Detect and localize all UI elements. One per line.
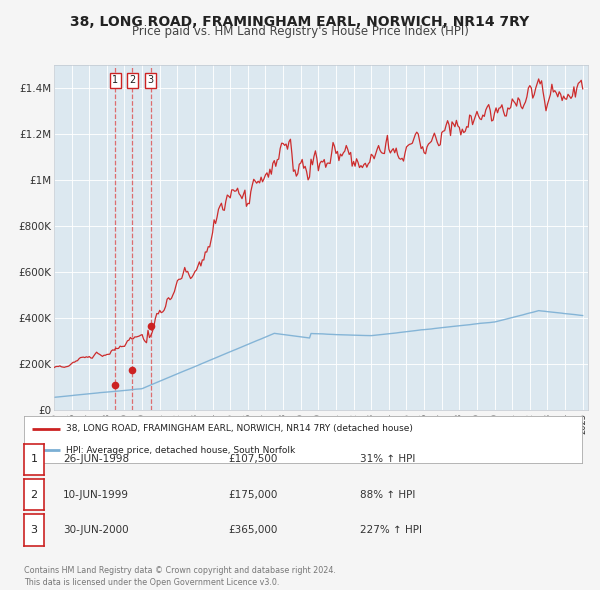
Text: HPI: Average price, detached house, South Norfolk: HPI: Average price, detached house, Sout… bbox=[66, 446, 295, 455]
Text: 31% ↑ HPI: 31% ↑ HPI bbox=[360, 454, 415, 464]
Text: £365,000: £365,000 bbox=[228, 525, 277, 535]
Text: 10-JUN-1999: 10-JUN-1999 bbox=[63, 490, 129, 500]
Text: 88% ↑ HPI: 88% ↑ HPI bbox=[360, 490, 415, 500]
Text: £107,500: £107,500 bbox=[228, 454, 277, 464]
Text: 30-JUN-2000: 30-JUN-2000 bbox=[63, 525, 128, 535]
Text: 26-JUN-1998: 26-JUN-1998 bbox=[63, 454, 129, 464]
Text: 2: 2 bbox=[129, 76, 136, 86]
Text: £175,000: £175,000 bbox=[228, 490, 277, 500]
Text: 1: 1 bbox=[31, 454, 37, 464]
Text: 38, LONG ROAD, FRAMINGHAM EARL, NORWICH, NR14 7RY: 38, LONG ROAD, FRAMINGHAM EARL, NORWICH,… bbox=[70, 15, 530, 29]
Text: 227% ↑ HPI: 227% ↑ HPI bbox=[360, 525, 422, 535]
Text: 2: 2 bbox=[31, 490, 37, 500]
Text: 3: 3 bbox=[31, 525, 37, 535]
Text: 1: 1 bbox=[112, 76, 118, 86]
Text: 38, LONG ROAD, FRAMINGHAM EARL, NORWICH, NR14 7RY (detached house): 38, LONG ROAD, FRAMINGHAM EARL, NORWICH,… bbox=[66, 424, 413, 433]
Text: Contains HM Land Registry data © Crown copyright and database right 2024.
This d: Contains HM Land Registry data © Crown c… bbox=[24, 566, 336, 587]
Text: Price paid vs. HM Land Registry's House Price Index (HPI): Price paid vs. HM Land Registry's House … bbox=[131, 25, 469, 38]
Text: 3: 3 bbox=[148, 76, 154, 86]
